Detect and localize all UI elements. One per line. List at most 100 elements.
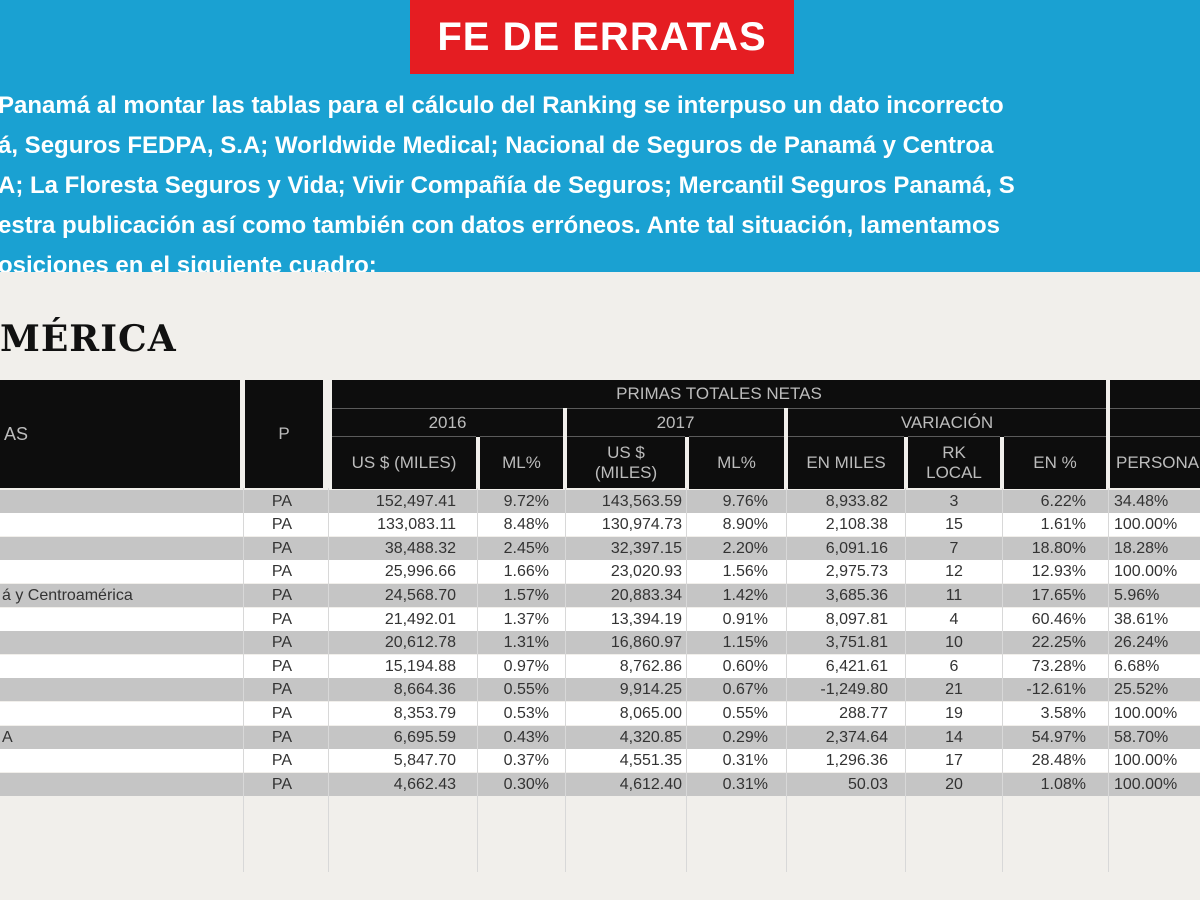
cell-person: 100.00%: [1114, 516, 1178, 533]
cell-pct: -12.61%: [1026, 681, 1086, 698]
col-header-usd-2016: US $ (MILES): [332, 436, 476, 489]
cell-p: PA: [271, 776, 293, 793]
cell-ml1: 0.43%: [503, 729, 549, 746]
cell-p: PA: [271, 681, 293, 698]
cell-pct: 17.65%: [1031, 587, 1086, 604]
col-header-person: PERSONA: [1110, 436, 1200, 488]
cell-name: [0, 773, 242, 796]
cell-usd2: 143,563.59: [601, 493, 682, 510]
cell-p: PA: [271, 634, 293, 651]
cell-rk: 6: [949, 658, 959, 675]
column-divider: [786, 488, 787, 872]
table-row: PA 15,194.88 0.97% 8,762.86 0.60% 6,421.61 6 73…: [0, 655, 1200, 678]
cell-rk: 3: [949, 493, 959, 510]
cell-rk: 7: [949, 540, 959, 557]
col-header-ml-2016: ML%: [480, 436, 563, 489]
cell-name: A: [2, 729, 13, 746]
cell-pct: 54.97%: [1031, 729, 1086, 746]
cell-name: [0, 537, 242, 560]
cell-ml2: 1.42%: [722, 587, 768, 604]
cell-ml1: 0.30%: [503, 776, 549, 793]
cell-usd2: 4,551.35: [619, 752, 682, 769]
cell-person: 6.68%: [1114, 658, 1160, 675]
cell-usd2: 8,065.00: [619, 705, 682, 722]
cell-ml2: 0.91%: [722, 611, 768, 628]
cell-person: 34.48%: [1114, 493, 1169, 510]
cell-usd1: 38,488.32: [384, 540, 456, 557]
cell-usd2: 8,762.86: [619, 658, 682, 675]
cell-usd2: 23,020.93: [610, 563, 682, 580]
cell-usd1: 133,083.11: [377, 516, 456, 533]
cell-en-miles: 2,975.73: [825, 563, 888, 580]
errata-banner: FE DE ERRATAS Panamá al montar las tabla…: [0, 0, 1200, 272]
cell-ml2: 2.20%: [722, 540, 768, 557]
section-title: MÉRICA: [0, 318, 177, 360]
col-header-name: AS: [0, 380, 240, 488]
cell-en-miles: -1,249.80: [820, 681, 888, 698]
header-extra-sub: [1110, 408, 1200, 437]
header-year-2017: 2017: [567, 408, 784, 437]
cell-p: PA: [271, 493, 293, 510]
cell-name: [0, 678, 242, 701]
cell-usd2: 20,883.34: [610, 587, 682, 604]
cell-en-miles: 6,421.61: [825, 658, 888, 675]
cell-usd1: 4,662.43: [393, 776, 456, 793]
cell-pct: 12.93%: [1031, 563, 1086, 580]
cell-en-miles: 3,685.36: [825, 587, 888, 604]
cell-p: PA: [271, 516, 293, 533]
cell-usd2: 32,397.15: [610, 540, 682, 557]
errata-title: FE DE ERRATAS: [410, 0, 794, 74]
cell-pct: 73.28%: [1031, 658, 1086, 675]
cell-en-miles: 3,751.81: [825, 634, 888, 651]
cell-name: [0, 608, 242, 631]
cell-name: [0, 702, 242, 725]
cell-usd2: 130,974.73: [601, 516, 682, 533]
header-variation: VARIACIÓN: [788, 408, 1106, 437]
cell-usd1: 8,664.36: [393, 681, 456, 698]
cell-ml2: 1.56%: [722, 563, 768, 580]
cell-name: [0, 560, 242, 583]
column-divider: [243, 488, 244, 872]
cell-rk: 15: [945, 516, 963, 533]
col-header-p: P: [245, 380, 323, 488]
cell-ml2: 1.15%: [722, 634, 768, 651]
errata-line: Panamá al montar las tablas para el cálc…: [0, 92, 1004, 119]
cell-usd2: 9,914.25: [619, 681, 682, 698]
errata-body: Panamá al montar las tablas para el cálc…: [0, 86, 1200, 272]
cell-usd1: 5,847.70: [393, 752, 456, 769]
column-divider: [328, 488, 329, 872]
cell-name: á y Centroamérica: [2, 587, 133, 604]
table-row: A PA 6,695.59 0.43% 4,320.85 0.29% 2,374.64 14 5…: [0, 726, 1200, 749]
cell-usd2: 4,320.85: [619, 729, 682, 746]
cell-usd2: 13,394.19: [610, 611, 682, 628]
errata-line: A; La Floresta Seguros y Vida; Vivir Com…: [0, 172, 1015, 199]
column-divider: [1002, 488, 1003, 872]
cell-p: PA: [271, 705, 293, 722]
cell-person: 58.70%: [1114, 729, 1169, 746]
cell-pct: 1.08%: [1040, 776, 1086, 793]
cell-usd2: 16,860.97: [610, 634, 682, 651]
cell-pct: 22.25%: [1031, 634, 1086, 651]
header-year-2016: 2016: [332, 408, 563, 437]
cell-p: PA: [271, 658, 293, 675]
cell-ml1: 9.72%: [503, 493, 549, 510]
cell-ml1: 1.37%: [503, 611, 549, 628]
table-row: á y Centroamérica PA 24,568.70 1.57% 20,883.…: [0, 584, 1200, 607]
table-row: PA 25,996.66 1.66% 23,020.93 1.56% 2,975.73 12…: [0, 560, 1200, 583]
table-row: PA 152,497.41 9.72% 143,563.59 9.76% 8,933.82…: [0, 490, 1200, 513]
cell-ml1: 1.66%: [503, 563, 549, 580]
cell-person: 25.52%: [1114, 681, 1169, 698]
table-row: PA 4,662.43 0.30% 4,612.40 0.31% 50.03 20 1.08%…: [0, 773, 1200, 796]
cell-person: 100.00%: [1114, 776, 1178, 793]
column-divider: [565, 488, 566, 872]
cell-ml2: 0.60%: [722, 658, 768, 675]
cell-ml2: 8.90%: [722, 516, 768, 533]
cell-rk: 4: [949, 611, 959, 628]
cell-person: 26.24%: [1114, 634, 1169, 651]
cell-p: PA: [271, 611, 293, 628]
cell-ml2: 0.55%: [722, 705, 768, 722]
cell-person: 5.96%: [1114, 587, 1160, 604]
cell-en-miles: 6,091.16: [825, 540, 888, 557]
cell-en-miles: 2,108.38: [825, 516, 888, 533]
col-header-usd-2017: US $ (MILES): [567, 436, 685, 488]
